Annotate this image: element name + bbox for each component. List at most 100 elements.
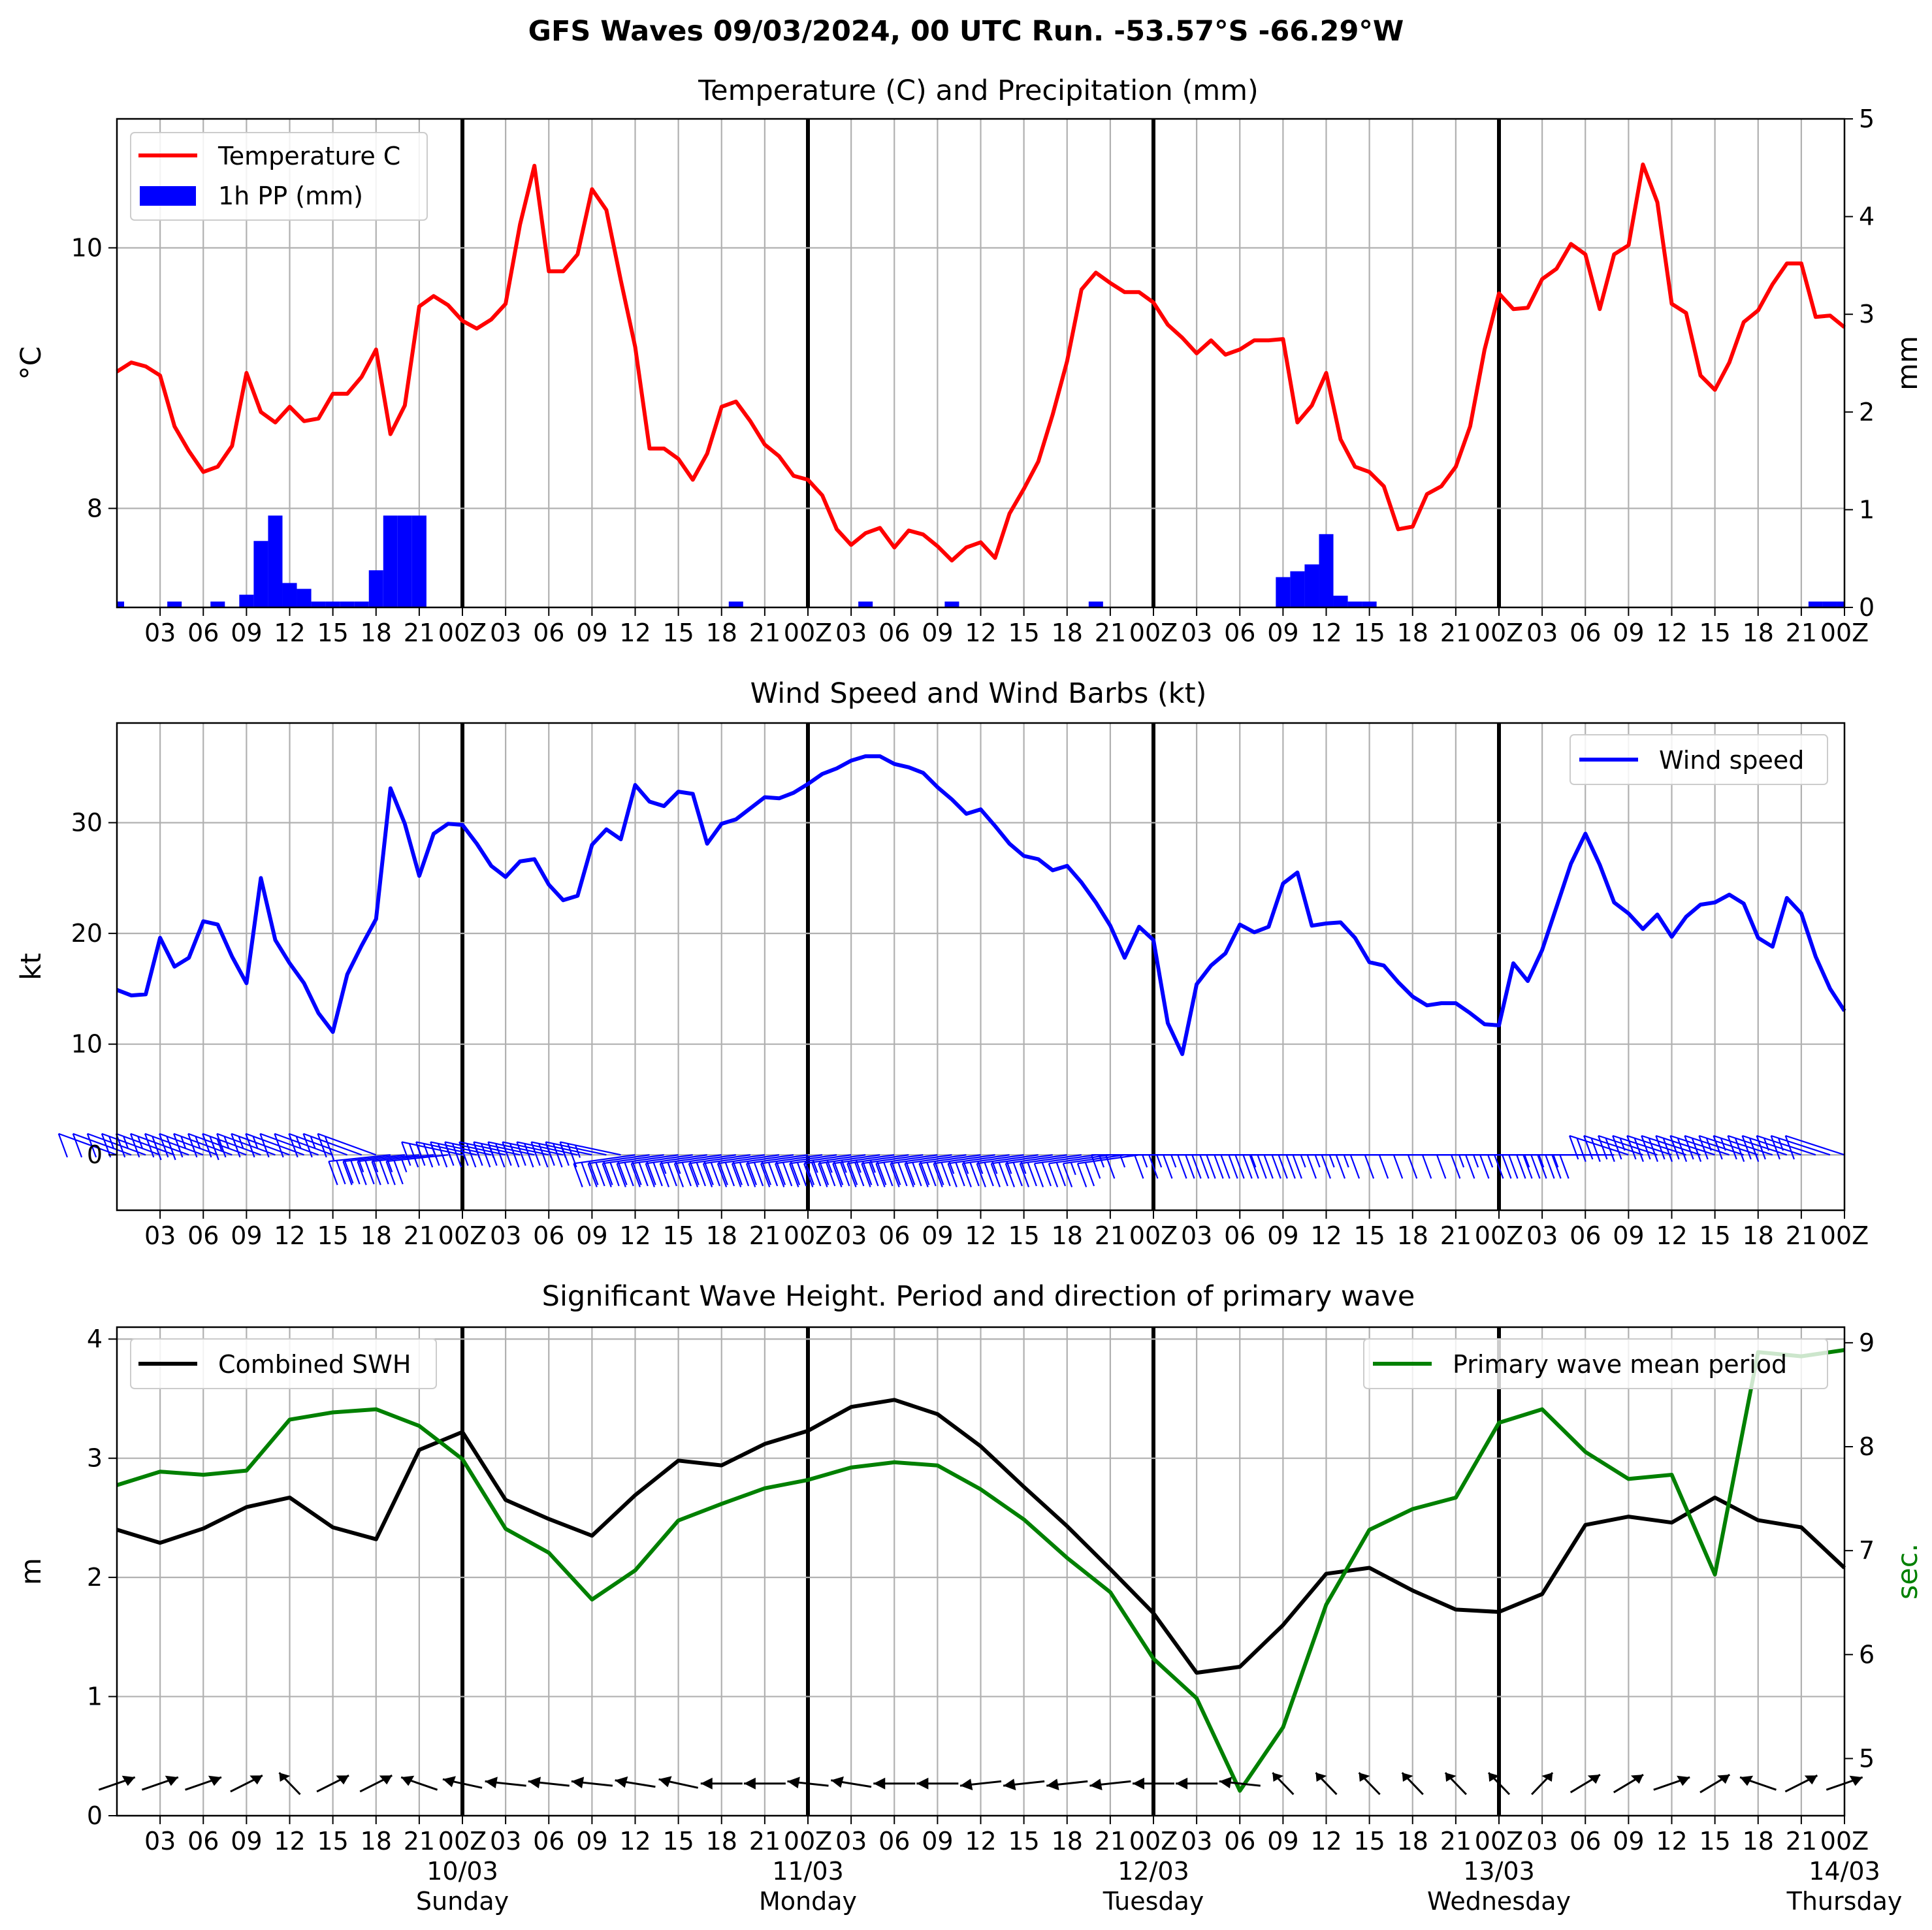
wind-barb <box>890 1154 952 1165</box>
wind-barb <box>976 1154 1038 1165</box>
wave-direction-arrowhead <box>831 1776 844 1788</box>
wind-barb-feather <box>890 1163 900 1187</box>
wave-direction-arrowhead <box>916 1777 929 1790</box>
x-tick-label: 09 <box>922 619 953 647</box>
wind-barb <box>144 1133 204 1156</box>
wind-barb-feather <box>317 1133 327 1158</box>
wind-barb <box>159 1133 218 1156</box>
wave-direction-arrowhead <box>1402 1773 1413 1782</box>
wind-barb <box>818 1154 880 1165</box>
wind-barb-feather <box>761 1161 772 1185</box>
x-tick-label: 15 <box>1353 619 1385 647</box>
wind-barb-feather <box>1698 1135 1709 1160</box>
wind-barb-feather <box>1084 1162 1095 1187</box>
wind-barb-feather <box>310 1136 316 1150</box>
x-tick-label: 12 <box>1656 1221 1687 1250</box>
y2-tick-label: 4 <box>1859 202 1875 231</box>
x-tick-label: 12 <box>619 1827 651 1856</box>
x-tick-label: 12 <box>1310 619 1342 647</box>
x-tick-label: 03 <box>1526 1221 1558 1250</box>
wind-barb-feather <box>1199 1154 1210 1179</box>
wind-barb-feather <box>955 1162 965 1187</box>
precip-bar <box>1347 602 1362 607</box>
wind-barb-feather <box>732 1161 743 1185</box>
x-tick-label: 21 <box>749 1827 781 1856</box>
wave-direction-arrowhead <box>250 1775 263 1785</box>
wind-barb-feather <box>1314 1154 1321 1168</box>
wind-barb-feather <box>667 1162 677 1187</box>
y2-tick-label: 1 <box>1859 495 1875 524</box>
precip-bar <box>858 602 873 607</box>
y2-tick-label: 5 <box>1859 105 1875 133</box>
wave-direction-arrowhead <box>336 1775 349 1785</box>
wind-barb-feather <box>616 1163 626 1187</box>
wind-barb-feather <box>274 1133 284 1158</box>
wind-barb-feather <box>745 1163 756 1187</box>
wind-barb-feather <box>1516 1154 1526 1179</box>
precip-bar <box>167 602 182 607</box>
wave-direction-arrowhead <box>787 1777 800 1789</box>
wind-barb <box>187 1133 247 1156</box>
x-tick-label: 21 <box>1095 619 1126 647</box>
wave-direction-arrowhead <box>121 1775 135 1786</box>
x-tick-label: 12 <box>1656 1827 1687 1856</box>
wind-barb-feather <box>473 1142 483 1166</box>
x-tick-label: 21 <box>404 619 435 647</box>
wind-barb-feather <box>1436 1154 1447 1179</box>
wave-direction-arrowhead <box>1677 1775 1690 1786</box>
wave-direction-arrowhead <box>1717 1775 1730 1784</box>
wind-barb-feather <box>659 1163 670 1187</box>
wind-barb-feather <box>202 1133 212 1158</box>
wind-barb-feather <box>288 1133 298 1158</box>
x-tick-label: 03 <box>490 1827 521 1856</box>
wind-barb-feather <box>328 1161 338 1185</box>
y2-tick-label: 8 <box>1859 1432 1875 1461</box>
wind-barb-feather <box>1626 1135 1637 1160</box>
x-tick-label: 09 <box>576 1827 607 1856</box>
figure-title: GFS Waves 09/03/2024, 00 UTC Run. -53.57… <box>528 15 1404 48</box>
wind-barb-feather <box>173 1133 184 1158</box>
wind-barb-feather <box>1364 1154 1375 1179</box>
x-tick-label: 15 <box>1699 1221 1730 1250</box>
x-tick-label: 06 <box>533 1221 564 1250</box>
wind-barb <box>717 1154 780 1165</box>
wind-barb <box>1005 1154 1067 1165</box>
wind-barb-feather <box>617 1161 628 1185</box>
wind-barb-feather <box>703 1161 714 1185</box>
wind-barb-feather <box>1098 1154 1105 1168</box>
wind-barb-feather <box>553 1143 563 1168</box>
wind-barb-feather <box>1590 1138 1601 1163</box>
x-tick-label: 18 <box>1052 619 1083 647</box>
x-tick-label: 15 <box>662 619 694 647</box>
precip-bar <box>253 541 268 607</box>
wind-barb-feather <box>302 1133 313 1158</box>
x-tick-label: 18 <box>361 1221 392 1250</box>
x-tick-label: 00Z <box>438 1221 487 1250</box>
x-tick-label: 12 <box>274 1221 305 1250</box>
wave-direction-arrowhead <box>1089 1778 1103 1791</box>
wind-barb-feather <box>259 1133 270 1158</box>
wind-barb <box>101 1133 161 1156</box>
wind-barb-feather <box>1041 1162 1052 1187</box>
x-tick-label: 06 <box>533 619 564 647</box>
x-tick-label: 03 <box>144 1221 176 1250</box>
wind-barb <box>116 1133 175 1156</box>
wind-barb-feather <box>152 1136 162 1161</box>
wind-barb-feather <box>430 1142 440 1166</box>
wind-legend: Wind speed <box>1570 734 1828 785</box>
wind-grid <box>117 723 1844 1210</box>
wind-barb <box>386 1154 449 1163</box>
wind-barb-feather <box>1271 1154 1281 1179</box>
x-tick-label: 09 <box>576 1221 607 1250</box>
wind-barb-feather <box>1076 1163 1087 1187</box>
wind-barb-feather <box>573 1163 583 1187</box>
wave-direction-arrowhead <box>571 1777 585 1789</box>
x-tick-label: 03 <box>490 619 521 647</box>
wind-barb-feather <box>624 1162 634 1187</box>
x-tick-label: 06 <box>1570 619 1601 647</box>
x-tick-label: 03 <box>144 619 176 647</box>
wind-barb-feather <box>538 1143 549 1168</box>
wind-speed-line <box>116 754 1846 1056</box>
